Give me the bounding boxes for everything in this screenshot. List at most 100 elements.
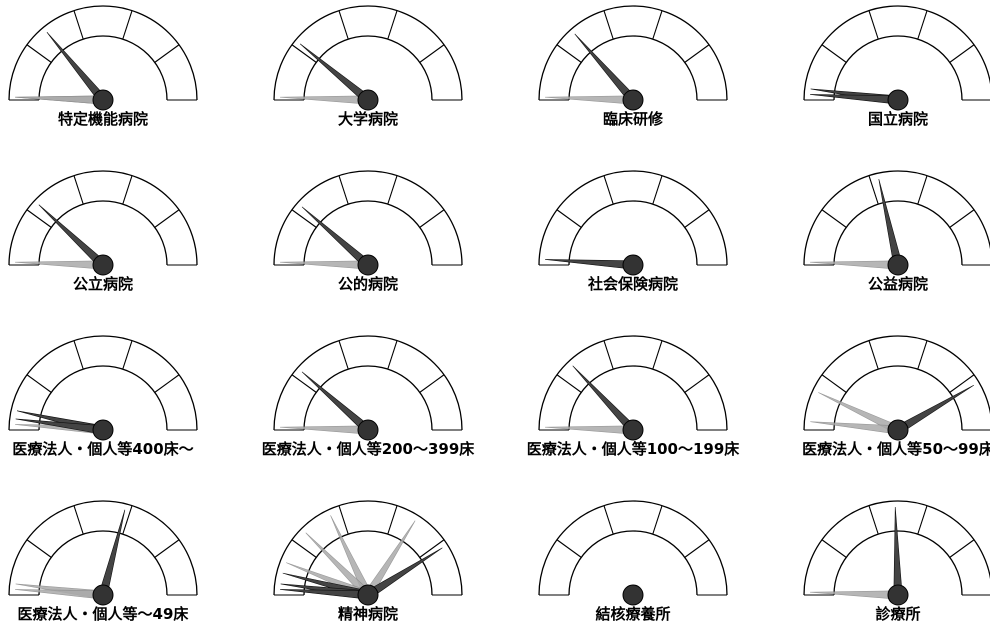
gauge-needle [280,589,369,600]
gauge-5: 公立病院 [8,170,198,293]
gauge-label: 結核療養所 [595,605,670,623]
gauge-15: 結核療養所 [538,500,728,623]
gauge-label: 精神病院 [338,605,398,623]
gauge-needle [545,259,634,270]
gauge-label: 医療法人・個人等～49床 [18,605,190,623]
gauge-inner-arc [38,200,168,266]
gauge-inner-arc [568,365,698,431]
gauge-segment-divider [603,340,614,370]
gauge-segment-divider [556,539,582,558]
gauge-outer-arc [8,5,198,101]
gauge-segment-divider [917,175,928,205]
gauge-segment-divider [556,374,582,393]
gauge-segment-divider [603,505,614,535]
gauge-segment-divider [949,209,975,228]
gauge-needle [15,589,104,600]
gauge-hub [622,419,644,441]
gauge-segment-divider [122,10,133,40]
gauge-hub [887,89,909,111]
gauge-segment-divider [154,374,180,393]
gauge-outer-arc [538,335,728,431]
gauge-label: 公立病院 [73,275,133,293]
gauge-segment-divider [122,505,133,535]
gauge-7: 社会保険病院 [538,170,728,293]
gauge-segment-divider [26,374,52,393]
gauge-segment-divider [949,374,975,393]
gauge-segment-divider [73,175,84,205]
gauge-8: 公益病院 [803,170,990,293]
gauge-label: 公益病院 [868,275,928,293]
gauge-10: 医療法人・個人等200～399床 [262,335,475,458]
gauge-outer-arc [273,500,463,596]
gauge-segment-divider [652,10,663,40]
gauge-inner-arc [38,365,168,431]
gauge-hub [357,419,379,441]
gauge-segment-divider [603,10,614,40]
gauge-hub [92,254,114,276]
gauge-2: 大学病院 [273,5,463,128]
gauge-9: 医療法人・個人等400床～ [8,335,198,458]
gauge-inner-arc [303,200,433,266]
gauge-outer-arc [803,5,990,101]
gauge-hub [622,254,644,276]
gauge-segment-divider [387,10,398,40]
gauge-segment-divider [684,539,710,558]
gauge-segment-divider [868,175,879,205]
gauge-inner-arc [303,530,433,596]
gauge-outer-arc [273,170,463,266]
gauge-inner-arc [38,35,168,101]
gauge-segment-divider [821,539,847,558]
gauge-outer-arc [8,335,198,431]
gauge-4: 国立病院 [803,5,990,128]
gauge-segment-divider [26,44,52,63]
gauge-segment-divider [917,505,928,535]
gauge-hub [622,89,644,111]
gauge-segment-divider [154,539,180,558]
gauge-inner-arc [303,365,433,431]
gauge-segment-divider [949,44,975,63]
gauge-hub [887,254,909,276]
gauge-1: 特定機能病院 [8,5,198,128]
gauge-segment-divider [154,209,180,228]
gauge-outer-arc [803,335,990,431]
gauge-segment-divider [73,340,84,370]
gauge-hub [92,89,114,111]
gauge-label: 医療法人・個人等50～99床 [802,440,990,458]
gauge-label: 臨床研修 [603,110,664,128]
gauge-segment-divider [419,539,445,558]
gauge-segment-divider [387,175,398,205]
gauge-11: 医療法人・個人等100～199床 [527,335,740,458]
gauge-outer-arc [8,500,198,596]
gauge-segment-divider [419,374,445,393]
gauge-inner-arc [568,530,698,596]
gauge-hub [357,89,379,111]
gauge-segment-divider [291,374,317,393]
gauge-hub [887,419,909,441]
gauge-inner-arc [568,35,698,101]
gauge-6: 公的病院 [273,170,463,293]
gauge-12: 医療法人・個人等50～99床 [802,335,990,458]
gauge-label: 特定機能病院 [58,110,148,128]
gauge-16: 診療所 [803,500,990,623]
gauge-inner-arc [303,35,433,101]
gauge-inner-arc [833,530,963,596]
gauge-inner-arc [833,200,963,266]
gauge-outer-arc [803,500,990,596]
gauge-outer-arc [273,5,463,101]
gauge-segment-divider [419,209,445,228]
gauge-segment-divider [122,340,133,370]
gauge-segment-divider [652,505,663,535]
gauge-segment-divider [73,10,84,40]
gauge-inner-arc [833,35,963,101]
gauge-hub [92,584,114,606]
gauge-hub [622,584,644,606]
gauge-segment-divider [338,10,349,40]
gauge-segment-divider [652,340,663,370]
gauge-segment-divider [26,209,52,228]
gauge-segment-divider [419,44,445,63]
gauge-segment-divider [387,505,398,535]
gauge-segment-divider [338,505,349,535]
gauge-segment-divider [122,175,133,205]
gauge-label: 公的病院 [338,275,398,293]
gauge-outer-arc [803,170,990,266]
